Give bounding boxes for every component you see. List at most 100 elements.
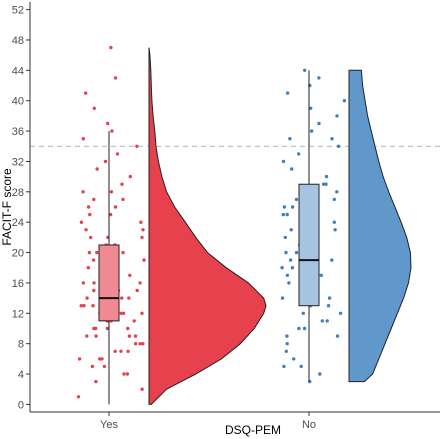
data-point-no-9 — [288, 137, 292, 141]
data-point-no-59 — [285, 342, 289, 346]
data-point-yes-74 — [133, 334, 138, 338]
data-point-no-19 — [294, 197, 299, 202]
data-point-no-7 — [317, 121, 321, 126]
data-point-yes-71 — [85, 334, 89, 338]
data-point-yes-20 — [88, 212, 92, 217]
data-point-yes-10 — [95, 167, 99, 171]
data-point-no-60 — [284, 349, 288, 353]
data-point-yes-0 — [109, 45, 113, 50]
y-tick-label-24: 24 — [12, 217, 24, 229]
data-point-yes-59 — [119, 311, 124, 315]
data-point-no-26 — [332, 220, 336, 224]
data-point-yes-47 — [92, 288, 96, 293]
data-point-no-55 — [297, 326, 301, 331]
x-axis-title: DSQ-PEM — [225, 423, 281, 437]
x-tick-label-no: No — [302, 419, 316, 431]
data-point-no-53 — [325, 319, 329, 323]
y-tick-label-20: 20 — [12, 248, 24, 260]
data-point-yes-80 — [113, 349, 117, 353]
data-point-no-47 — [280, 296, 285, 300]
data-point-yes-67 — [105, 326, 110, 331]
data-point-no-37 — [330, 258, 334, 262]
data-point-yes-14 — [109, 190, 114, 194]
data-point-yes-22 — [139, 220, 143, 224]
data-point-no-23 — [285, 212, 289, 217]
y-tick-label-16: 16 — [12, 278, 24, 290]
data-point-no-6 — [335, 114, 339, 118]
y-tick-label-8: 8 — [18, 339, 24, 351]
data-point-yes-50 — [127, 296, 131, 300]
data-point-yes-72 — [94, 334, 98, 338]
data-point-yes-69 — [92, 326, 96, 331]
data-point-no-3 — [285, 91, 290, 95]
data-point-yes-55 — [82, 304, 86, 308]
data-point-no-56 — [302, 326, 307, 331]
y-tick-label-40: 40 — [12, 96, 24, 108]
data-point-no-41 — [319, 273, 323, 277]
data-point-no-38 — [288, 258, 293, 262]
data-point-yes-11 — [128, 174, 132, 179]
data-point-no-24 — [281, 212, 285, 217]
data-point-yes-17 — [86, 205, 91, 209]
data-point-no-4 — [342, 99, 347, 103]
y-tick-label-44: 44 — [12, 65, 24, 77]
violin-no — [348, 69, 412, 383]
data-point-yes-75 — [141, 342, 145, 346]
data-point-no-42 — [285, 273, 290, 277]
data-point-yes-21 — [79, 220, 84, 224]
data-point-no-11 — [336, 144, 341, 148]
data-point-yes-90 — [76, 395, 81, 399]
y-axis-title: FACIT-F score — [0, 168, 14, 246]
data-point-yes-85 — [102, 364, 107, 369]
data-point-yes-26 — [140, 235, 144, 240]
data-point-yes-5 — [110, 129, 114, 133]
data-point-yes-52 — [85, 296, 89, 300]
data-point-no-16 — [324, 182, 328, 186]
data-point-no-30 — [283, 235, 287, 240]
data-point-yes-23 — [141, 228, 145, 232]
data-point-yes-30 — [121, 250, 125, 255]
data-point-yes-12 — [120, 182, 124, 186]
data-point-yes-87 — [125, 372, 130, 376]
data-point-yes-4 — [106, 121, 110, 126]
data-point-no-0 — [303, 68, 307, 73]
data-point-no-50 — [326, 304, 331, 308]
data-point-no-58 — [335, 334, 340, 338]
data-point-no-61 — [292, 357, 296, 361]
data-point-no-1 — [317, 76, 321, 80]
y-tick-label-52: 52 — [12, 5, 24, 17]
data-point-yes-45 — [135, 288, 139, 293]
y-tick-label-4: 4 — [18, 369, 24, 381]
plot-area — [30, 45, 440, 405]
data-point-yes-18 — [113, 205, 118, 209]
data-point-no-8 — [309, 129, 314, 133]
data-point-yes-51 — [120, 296, 124, 300]
data-point-no-62 — [299, 364, 303, 369]
data-point-yes-78 — [126, 349, 130, 353]
data-point-no-27 — [333, 228, 337, 232]
y-tick-label-36: 36 — [12, 126, 24, 138]
data-point-yes-42 — [81, 281, 86, 285]
data-point-yes-84 — [90, 364, 95, 369]
data-point-yes-88 — [94, 379, 98, 384]
data-point-yes-8 — [115, 152, 120, 156]
data-point-no-28 — [289, 228, 293, 232]
data-point-yes-39 — [128, 273, 132, 277]
data-point-yes-6 — [81, 137, 86, 141]
y-tick-label-12: 12 — [12, 308, 24, 320]
data-point-yes-89 — [140, 387, 144, 391]
y-tick-label-0: 0 — [18, 399, 24, 411]
box-no — [298, 183, 320, 307]
data-point-yes-86 — [122, 372, 126, 376]
data-point-no-18 — [335, 190, 339, 194]
data-point-no-35 — [294, 250, 299, 255]
data-point-no-39 — [290, 266, 295, 270]
data-point-no-57 — [285, 334, 289, 338]
data-point-yes-1 — [113, 76, 118, 80]
data-point-yes-44 — [92, 281, 96, 285]
data-point-yes-38 — [86, 266, 91, 270]
y-tick-label-28: 28 — [12, 187, 24, 199]
data-point-no-44 — [287, 281, 291, 285]
